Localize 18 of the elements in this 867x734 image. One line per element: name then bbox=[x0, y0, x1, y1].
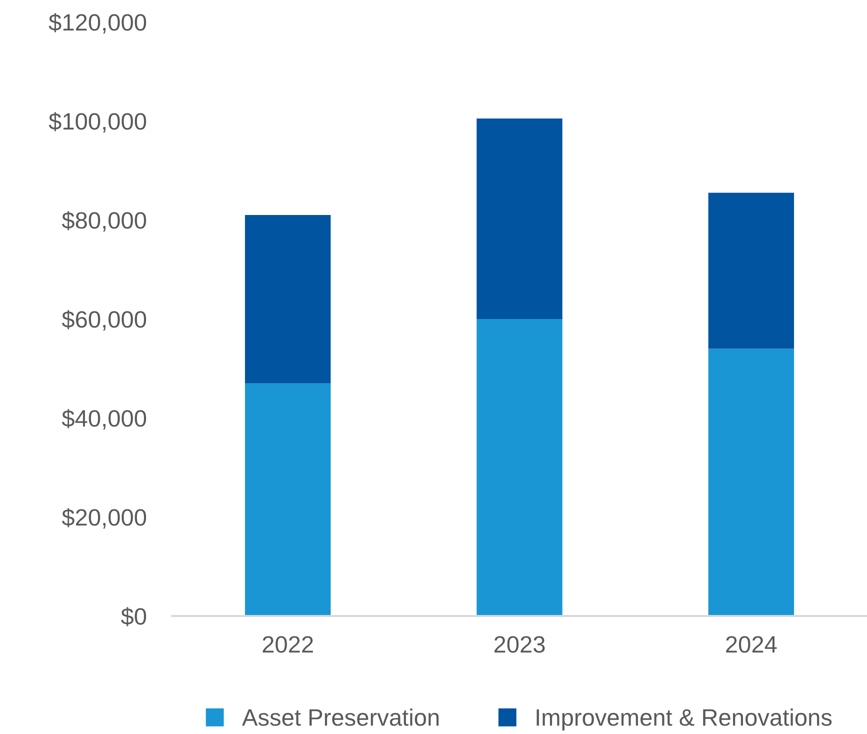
y-tick-label: $40,000 bbox=[62, 409, 146, 430]
y-tick-label: $60,000 bbox=[62, 310, 146, 331]
bar bbox=[476, 319, 562, 616]
bar bbox=[708, 348, 794, 616]
bar bbox=[244, 215, 331, 384]
x-tick-label: 2023 bbox=[494, 636, 545, 653]
x-tick-label: 2022 bbox=[262, 636, 313, 653]
x-tick-label: 2024 bbox=[726, 636, 777, 653]
bar bbox=[476, 118, 562, 319]
legend-label: Improvement & Renovations bbox=[536, 708, 832, 731]
bar bbox=[708, 192, 794, 349]
y-tick-label: $100,000 bbox=[48, 112, 146, 133]
y-tick-label: $120,000 bbox=[48, 13, 146, 34]
legend-label: Asset Preservation bbox=[242, 708, 439, 726]
y-tick-label: $80,000 bbox=[62, 211, 146, 232]
y-tick-label: $20,000 bbox=[62, 508, 146, 529]
bar bbox=[244, 383, 331, 616]
y-tick-label: $0 bbox=[120, 607, 146, 626]
